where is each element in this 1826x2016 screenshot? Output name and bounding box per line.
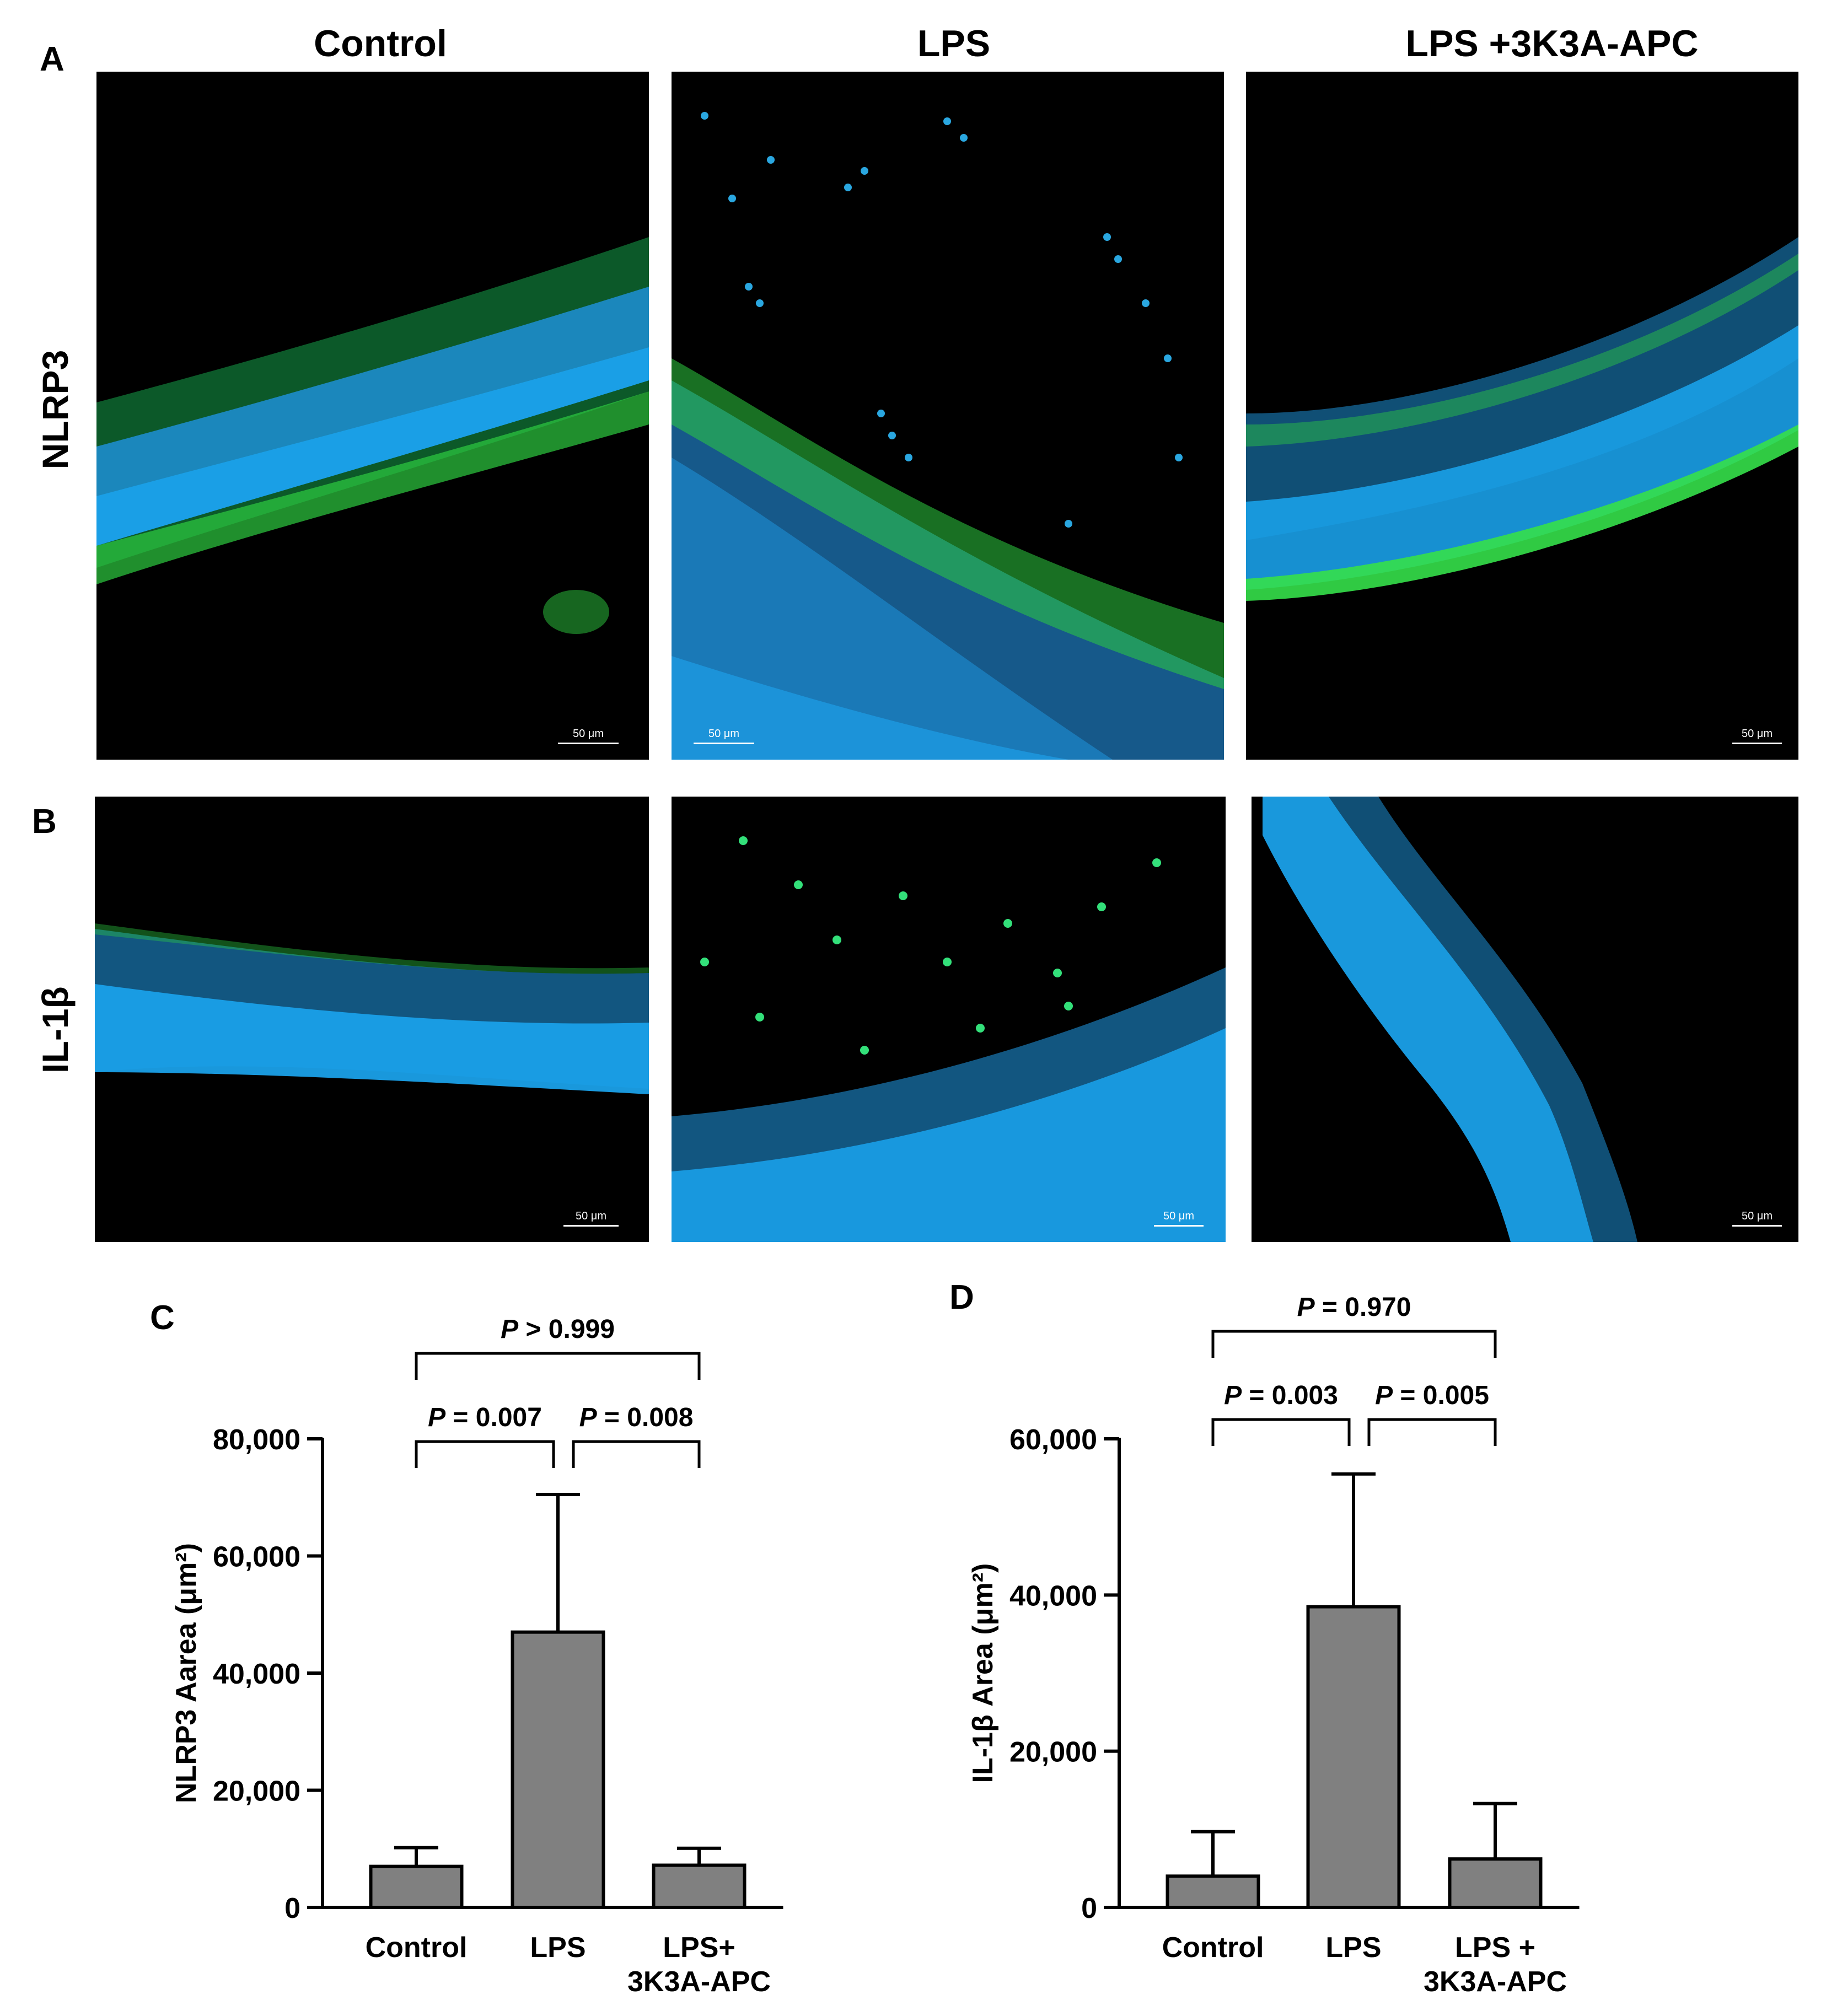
significance-bracket [1367,1418,1497,1446]
scale-bar: 50 μm [563,1210,619,1227]
bar-chart-il1b: 0 20,000 40,000 60,000 IL-1β Area (μm²) Contr… [967,1293,1580,1998]
panel-letter-a: A [40,40,65,78]
scale-bar: 50 μm [1154,1210,1204,1227]
micrograph-il1b-lps-3k3a-apc: 50 μm [1252,797,1798,1242]
x-tick-label: LPS [1325,1932,1381,1964]
x-tick-label: Control [366,1932,468,1964]
y-axis-label: NLRP3 Aarea (μm²) [170,1543,202,1803]
p-value-text: = 0.007 [445,1403,542,1432]
bar [369,1864,464,1909]
micrograph-il1b-lps: 50 μm [672,797,1226,1242]
x-tick-label: LPS+ [663,1932,735,1964]
p-value-label: P = 0.008 [579,1403,694,1432]
y-tick-label: 80,000 [213,1424,300,1456]
p-value-text: = 0.005 [1393,1381,1489,1410]
p-symbol: P [1224,1381,1242,1410]
p-value-label: P = 0.005 [1375,1381,1489,1410]
p-value-label: P > 0.999 [501,1315,615,1344]
p-symbol: P [1375,1381,1393,1410]
y-tick-label: 40,000 [1009,1580,1097,1612]
significance-bracket [1211,1330,1497,1358]
bar [511,1630,605,1909]
p-value-text: = 0.008 [597,1403,694,1432]
p-value-label: P = 0.003 [1224,1381,1338,1410]
scale-bar: 50 μm [1732,1210,1782,1227]
y-tick-label: 0 [284,1893,300,1924]
p-value-text: > 0.999 [518,1315,615,1344]
p-symbol: P [501,1315,519,1344]
p-symbol: P [1297,1293,1315,1322]
y-tick-label: 60,000 [1009,1424,1097,1456]
significance-bracket [572,1440,701,1468]
p-value-label: P = 0.970 [1297,1293,1411,1322]
column-title-lps: LPS [917,23,991,64]
bar [1448,1857,1543,1909]
x-tick-label: Control [1162,1932,1264,1964]
column-title-control: Control [314,23,447,64]
bar [1306,1605,1401,1909]
column-title-lps-3k3a-apc: LPS +3K3A-APC [1405,23,1699,64]
scale-bar: 50 μm [1732,728,1782,744]
significance-bracket [1211,1418,1351,1446]
y-tick-label: 40,000 [213,1658,300,1690]
row-label-il1b: IL-1β [35,986,76,1073]
y-tick-label: 20,000 [1009,1737,1097,1768]
p-symbol: P [579,1403,598,1432]
x-tick-label: 3K3A-APC [627,1966,771,1998]
bar [1166,1874,1260,1910]
scale-bar: 50 μm [694,728,754,744]
p-value-text: = 0.003 [1242,1381,1338,1410]
y-axis-label: IL-1β Area (μm²) [967,1563,999,1783]
panel-letter-b: B [32,803,57,841]
micrograph-nlrp3-lps-3k3a-apc: 50 μm [1246,72,1798,760]
micrograph-il1b-control: 50 μm [95,797,649,1242]
panel-letter-c: C [150,1299,175,1337]
x-tick-label: LPS + [1455,1932,1535,1964]
micrograph-nlrp3-lps: 50 μm [672,72,1224,760]
p-value-label: P = 0.007 [428,1403,542,1432]
p-value-text: = 0.970 [1315,1293,1411,1322]
panel-letter-d: D [949,1278,974,1316]
bar [652,1863,746,1909]
y-tick-label: 0 [1081,1893,1097,1924]
p-symbol: P [428,1403,446,1432]
significance-bracket [415,1440,555,1468]
bar-chart-nlrp3: 0 20,000 40,000 60,000 80,000 NLRP3 Aarea (μm… [170,1315,783,1998]
y-tick-label: 20,000 [213,1776,300,1808]
significance-bracket [415,1352,701,1380]
x-tick-label: LPS [530,1932,586,1964]
scale-bar: 50 μm [558,728,619,744]
y-tick-label: 60,000 [213,1541,300,1573]
row-label-nlrp3: NLRP3 [35,350,76,470]
micrograph-nlrp3-control: 50 μm [96,72,649,760]
x-tick-label: 3K3A-APC [1424,1966,1567,1998]
